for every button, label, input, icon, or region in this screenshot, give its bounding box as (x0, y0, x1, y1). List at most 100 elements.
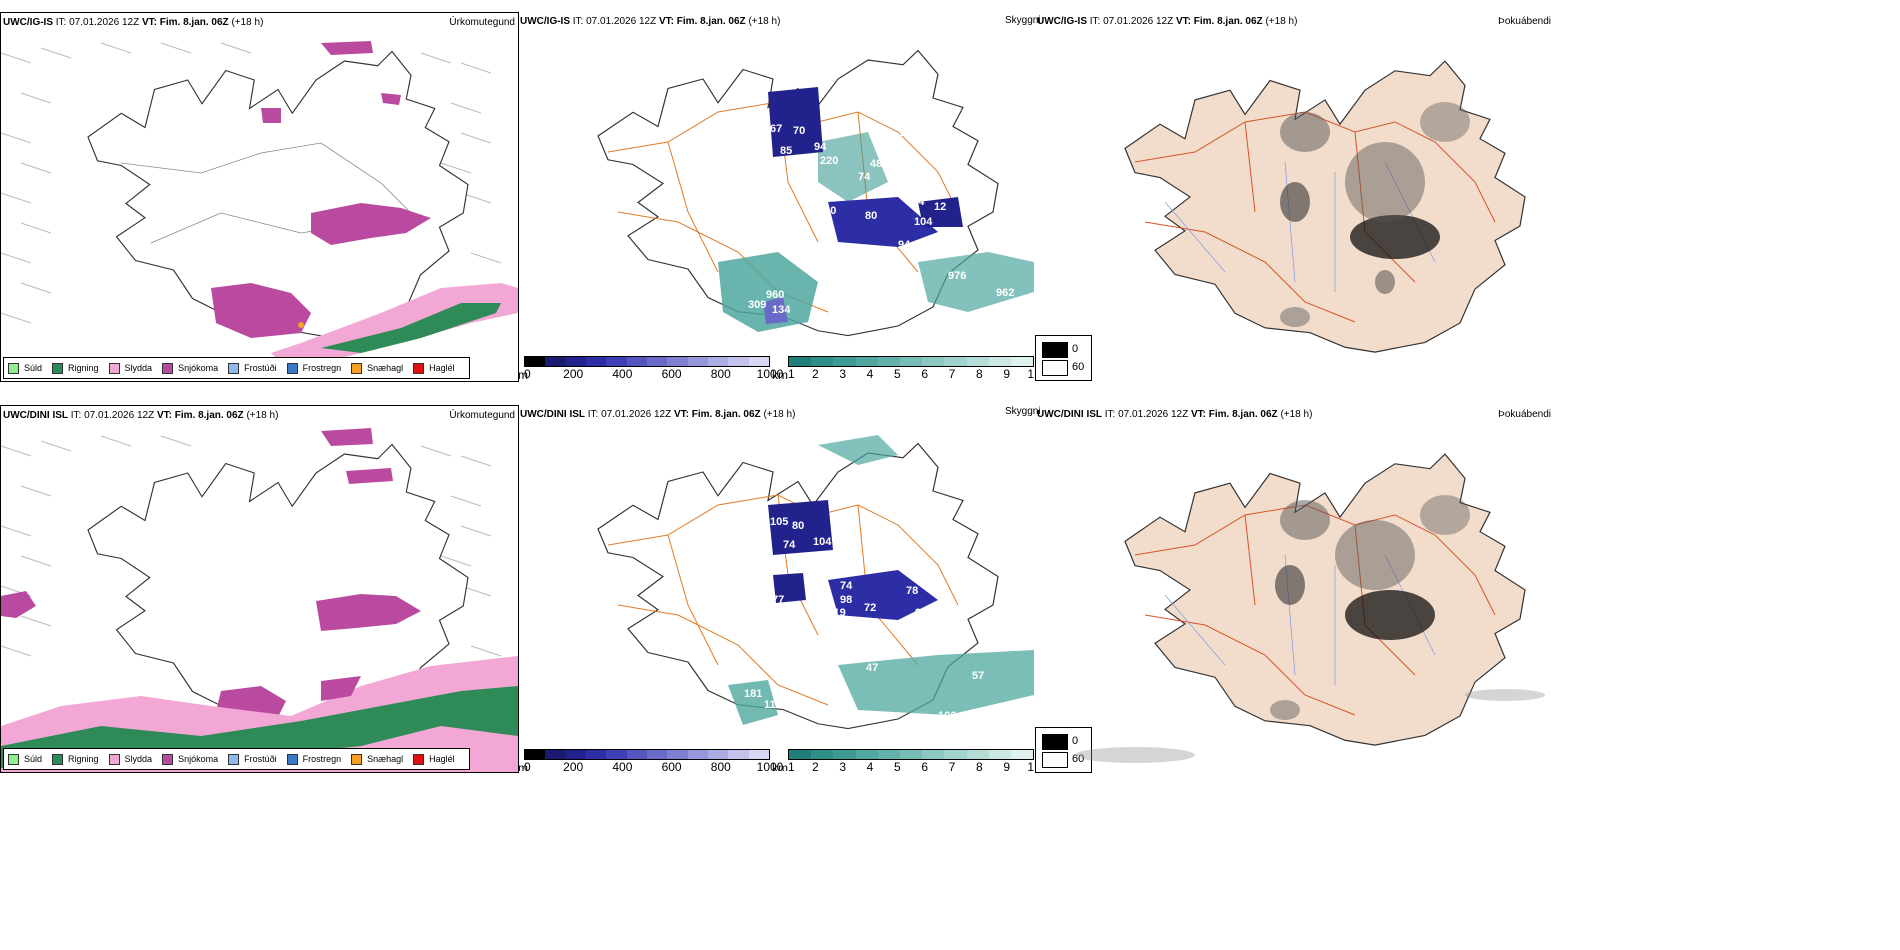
panel-title: UWC/IG-IS IT: 07.01.2026 12Z VT: Fim. 8.… (1037, 16, 1298, 27)
legend-item: Súld (8, 362, 42, 374)
ceiling-value-label: 85 (780, 145, 792, 157)
ceiling-value-label: 94 (915, 607, 928, 619)
panel-name: Þokuábendi (1498, 16, 1551, 27)
panel-name: Þokuábendi (1498, 409, 1551, 420)
colorbar-segment (687, 750, 708, 759)
colorbar-segment (545, 750, 566, 759)
ceiling-value-label: 67 (770, 123, 782, 135)
ceiling-value-label: 131 (814, 215, 832, 227)
legend-swatch (8, 362, 19, 374)
ceiling-colorbar-scale (524, 356, 770, 367)
colorbar-tick-label: 200 (563, 760, 584, 771)
colorbar-segment (646, 357, 668, 366)
colorbar-segment (877, 357, 900, 366)
legend-swatch (108, 753, 120, 765)
fog-legend: 0 60 (1035, 335, 1092, 381)
fog-map (1124, 60, 1526, 353)
legend-item: Frostregn (286, 753, 341, 765)
ceiling-value-label: 94 (814, 141, 827, 153)
colorbar-segment (833, 357, 856, 366)
fog-panel-bottom: UWC/DINI ISL IT: 07.01.2026 12Z VT: Fim.… (1035, 405, 1555, 771)
ceiling-value-label: 18 (936, 513, 948, 525)
colorbar-tick-label: 6 (921, 367, 928, 380)
ceiling-value-label: 12 (934, 201, 946, 213)
colorbar-segment (944, 750, 967, 759)
ceiling-value-label: 119 (764, 699, 782, 711)
colorbar-tick-label: 9 (1003, 367, 1010, 380)
fog-panel-top: UWC/IG-IS IT: 07.01.2026 12Z VT: Fim. 8.… (1035, 12, 1555, 380)
ceiling-value-label: 74 (783, 539, 796, 551)
ceiling-value-label: 109 (770, 201, 788, 213)
legend-item: Haglél (413, 753, 455, 765)
colorbar-segment (922, 357, 945, 366)
legend-item: Snæhagl (351, 753, 403, 765)
legend-swatch (351, 362, 363, 374)
colorbar-segment (789, 750, 812, 759)
colorbar-tick-label: 10 (1027, 367, 1034, 380)
colorbar-tick-label: 400 (612, 760, 633, 771)
colorbar-segment (748, 750, 769, 759)
legend-swatch (52, 362, 64, 374)
colorbar-segment (707, 357, 729, 366)
colorbar-segment (728, 357, 749, 366)
legend-swatch (108, 362, 120, 374)
colorbar-segment (606, 750, 627, 759)
panel-title: UWC/DINI ISL IT: 07.01.2026 12Z VT: Fim.… (3, 410, 279, 421)
ceiling-value-label: 258 (891, 493, 909, 505)
colorbar-segment (667, 750, 688, 759)
fog-legend-light (1042, 752, 1068, 768)
colorbar-tick-label: 1 (788, 760, 795, 771)
ceiling-value-label: 80 (792, 520, 804, 532)
colorbar-tick-label: 0 (524, 367, 531, 380)
colorbar-segment (855, 357, 878, 366)
legend-swatch (228, 753, 240, 765)
legend-item: Rigning (52, 362, 99, 374)
legend-item: Rigning (52, 753, 99, 765)
ceiling-value-label: 72 (864, 602, 876, 614)
ceiling-value-label: 857 (780, 724, 798, 736)
ceiling-value-label: 77 (772, 594, 784, 606)
visibility-colorbar-scale (788, 356, 1034, 367)
colorbar-segment (565, 357, 586, 366)
colorbar-tick-label: 5 (893, 367, 901, 380)
colorbar-tick-label: 400 (612, 367, 633, 380)
ceiling-unit: m (518, 761, 528, 771)
colorbar-tick-label: 600 (661, 367, 682, 380)
colorbar-tick-label: 3 (839, 367, 846, 380)
ceiling-visibility-map: 105 80 74 104 258 18 110 77 74 98 72 78 94 119 47 57 181… (597, 435, 1034, 745)
ceiling-value-label: 106 (938, 710, 956, 722)
precip-type-map (1, 428, 518, 772)
legend-item: Snjókoma (162, 362, 218, 374)
visibility-unit: km (772, 761, 788, 771)
colorbar-tick-label: 5 (893, 760, 901, 771)
legend-item: Súld (8, 753, 42, 765)
colorbar-segment (626, 357, 647, 366)
panel-name: Úrkomutegund (449, 410, 515, 421)
colorbar-tick-label: 8 (975, 367, 983, 380)
colorbar-segment (687, 357, 708, 366)
ceiling-value-label: 960 (766, 289, 784, 301)
ceiling-value-label: 78 (906, 585, 918, 597)
colorbar-segment (833, 750, 856, 759)
ceiling-value-label: 98 (840, 594, 852, 606)
colorbar-segment (811, 750, 834, 759)
fog-map (1075, 453, 1545, 763)
colorbar-segment (988, 357, 1011, 366)
legend-item: Snæhagl (351, 362, 403, 374)
ceiling-value-label: 105 (770, 516, 788, 528)
legend-item: Frostregn (286, 362, 341, 374)
colorbar-segment (626, 750, 647, 759)
colorbar-tick-label: 2 (811, 367, 819, 380)
colorbar-tick-label: 0 (524, 760, 531, 771)
precip-legend: Súld Rigning Slydda Snjókoma Frostúði Fr… (3, 748, 470, 770)
fog-legend-light (1042, 360, 1068, 376)
colorbar-segment (606, 357, 627, 366)
panel-title: UWC/IG-IS IT: 07.01.2026 12Z VT: Fim. 8.… (520, 16, 781, 27)
ceiling-value-label: 244 (890, 100, 909, 112)
colorbar-segment (966, 750, 989, 759)
ceiling-value-label: 994 (870, 311, 889, 323)
colorbar-tick-label: 800 (710, 367, 731, 380)
colorbar-tick-label: 2 (811, 760, 819, 771)
panel-name: Skyggni (1005, 406, 1041, 417)
fog-legend-dark (1042, 734, 1068, 750)
